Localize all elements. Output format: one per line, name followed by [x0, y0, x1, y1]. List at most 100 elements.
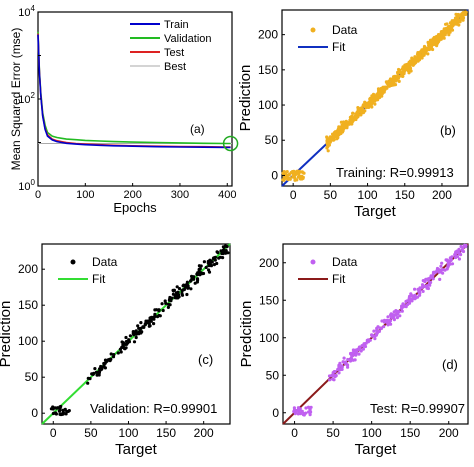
data-point	[225, 245, 229, 249]
legend-swatch-data	[310, 259, 316, 265]
data-point	[357, 352, 361, 356]
data-point	[407, 294, 412, 299]
data-point	[364, 341, 368, 345]
y-tick-label: 150	[18, 298, 38, 312]
x-axis-label: Target	[115, 441, 158, 458]
data-point	[408, 68, 412, 72]
data-point	[298, 170, 302, 174]
data-point	[298, 408, 302, 412]
data-point	[458, 252, 462, 256]
data-point	[403, 304, 407, 308]
data-point	[112, 353, 116, 357]
data-point	[438, 277, 442, 281]
series-line-train	[37, 34, 231, 149]
data-point	[431, 270, 436, 274]
data-point	[202, 260, 206, 264]
data-point	[176, 292, 180, 296]
data-point	[376, 325, 380, 329]
data-point	[382, 320, 387, 324]
data-point	[393, 83, 398, 87]
data-point	[340, 130, 345, 134]
data-point	[171, 292, 175, 296]
data-point	[353, 358, 357, 362]
data-point	[461, 16, 466, 20]
data-point	[457, 23, 461, 27]
data-point	[325, 138, 329, 142]
legend-label-best: Best	[164, 61, 186, 73]
data-point	[207, 270, 212, 274]
data-point	[185, 292, 189, 297]
data-point	[361, 347, 365, 351]
y-tick-label: 150	[258, 63, 278, 77]
data-point	[354, 353, 358, 357]
data-point	[446, 264, 450, 268]
plot-area	[41, 243, 231, 425]
data-point	[431, 40, 436, 44]
data-point	[427, 47, 431, 52]
data-point	[404, 299, 408, 304]
legend-label-fit: Fit	[92, 272, 106, 286]
legend-label-fit: Fit	[332, 40, 346, 54]
data-point	[132, 331, 136, 335]
data-point	[455, 254, 460, 259]
data-point	[346, 365, 350, 369]
data-point	[416, 59, 420, 63]
data-point	[136, 324, 140, 328]
data-point	[95, 373, 99, 377]
x-tick-label: 100	[358, 188, 378, 202]
data-point	[421, 289, 425, 293]
data-point	[445, 22, 449, 26]
r-value-annotation: Test: R=0.99907	[370, 401, 465, 416]
data-point	[222, 248, 226, 252]
x-axis-label: Target	[355, 441, 398, 458]
data-point	[410, 56, 414, 60]
data-point	[337, 130, 341, 135]
data-point	[215, 261, 219, 266]
data-point	[393, 74, 397, 78]
panel-d: 0 50 100 150 200 0 50 100 150 200 Target Predcition…	[238, 243, 469, 458]
data-point	[196, 278, 200, 282]
data-point	[208, 262, 212, 266]
data-point	[59, 412, 63, 417]
data-point	[445, 27, 449, 31]
x-tick-label-a: 200	[123, 189, 141, 201]
data-point	[362, 110, 366, 114]
data-point	[359, 106, 363, 111]
plot-area	[281, 9, 469, 187]
data-point	[169, 299, 173, 303]
data-point	[455, 18, 459, 22]
data-point	[390, 313, 394, 317]
data-point	[449, 26, 453, 30]
data-point	[425, 46, 429, 50]
data-point	[448, 256, 452, 260]
data-point	[224, 251, 228, 255]
x-tick-label: 50	[84, 426, 98, 440]
data-point	[163, 299, 167, 303]
data-point	[461, 249, 466, 254]
data-point	[301, 171, 305, 175]
panel-label: (b)	[440, 123, 456, 138]
data-point	[182, 283, 186, 287]
data-point	[350, 357, 354, 361]
data-point	[212, 256, 216, 260]
data-point	[389, 83, 393, 87]
data-point	[120, 345, 124, 349]
data-point	[346, 357, 350, 362]
data-point	[354, 117, 358, 122]
data-point	[387, 79, 391, 83]
r-value-annotation: Training: R=0.99913	[336, 165, 454, 180]
data-point	[335, 137, 339, 141]
data-point	[385, 81, 389, 85]
data-point	[432, 37, 436, 41]
data-point	[396, 76, 400, 80]
data-point	[190, 274, 194, 278]
data-point	[93, 367, 97, 371]
x-tick-label: 0	[291, 426, 298, 440]
legend-label-test: Test	[164, 47, 184, 59]
data-point	[376, 92, 380, 96]
data-point	[342, 126, 346, 130]
data-point	[426, 278, 430, 282]
y-tick-label: 50	[265, 133, 279, 147]
data-point	[325, 146, 329, 150]
